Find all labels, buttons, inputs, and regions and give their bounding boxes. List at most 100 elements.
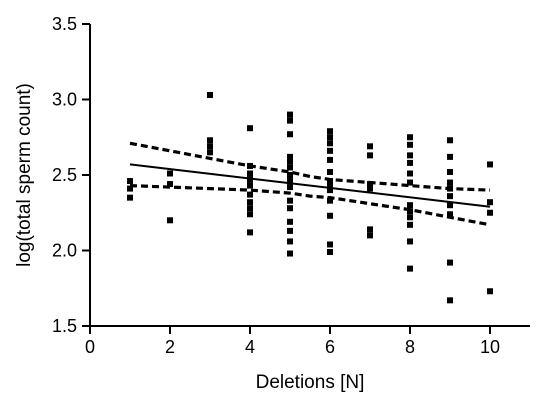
data-point — [367, 181, 373, 188]
data-point — [487, 199, 493, 206]
data-point — [287, 117, 293, 124]
data-point — [367, 185, 373, 192]
data-point — [207, 91, 213, 98]
data-point — [487, 288, 493, 295]
ci-upper-line — [129, 141, 491, 192]
data-point — [447, 153, 453, 160]
data-point — [247, 229, 253, 236]
data-point — [367, 226, 373, 233]
data-point — [247, 176, 253, 183]
confidence-band — [129, 141, 491, 227]
data-point — [287, 178, 293, 185]
data-point — [247, 199, 253, 206]
data-point — [487, 161, 493, 168]
data-point — [407, 152, 413, 159]
y-tick-label: 1.5 — [52, 316, 77, 336]
x-tick-label: 2 — [165, 337, 175, 357]
data-point — [207, 137, 213, 144]
data-point — [367, 232, 373, 239]
data-point — [127, 194, 133, 201]
data-point — [127, 178, 133, 185]
data-point — [327, 187, 333, 194]
data-point — [327, 249, 333, 256]
data-point — [287, 238, 293, 245]
data-point — [287, 250, 293, 257]
data-point — [327, 156, 333, 163]
data-point — [327, 182, 333, 189]
data-point — [247, 125, 253, 132]
ci-lower-line — [129, 184, 491, 227]
y-tick-label: 2.0 — [52, 241, 77, 261]
data-point — [407, 159, 413, 166]
data-point — [207, 149, 213, 156]
data-point — [407, 221, 413, 228]
data-point — [127, 185, 133, 192]
data-point — [407, 238, 413, 245]
ticks: 1.5 2.0 2.5 3.0 3.5 0 2 4 6 8 10 — [52, 14, 500, 357]
data-point — [327, 212, 333, 219]
x-tick-label: 8 — [405, 337, 415, 357]
data-point — [167, 217, 173, 224]
data-point — [407, 141, 413, 148]
data-point — [327, 134, 333, 141]
data-point — [447, 137, 453, 144]
data-point — [407, 202, 413, 209]
data-point — [287, 153, 293, 160]
data-point — [407, 170, 413, 177]
x-tick-label: 4 — [245, 337, 255, 357]
data-point — [287, 205, 293, 212]
data-point — [367, 152, 373, 159]
data-point — [327, 241, 333, 248]
data-point — [247, 205, 253, 212]
x-tick-label: 10 — [480, 337, 500, 357]
data-point — [287, 184, 293, 191]
data-point — [287, 131, 293, 138]
data-point — [247, 211, 253, 218]
y-tick-label: 2.5 — [52, 165, 77, 185]
data-point — [327, 197, 333, 204]
data-point — [247, 182, 253, 189]
data-point — [407, 265, 413, 272]
data-point — [327, 168, 333, 175]
data-point — [447, 185, 453, 192]
x-axis-title: Deletions [N] — [256, 372, 365, 393]
data-point — [407, 179, 413, 186]
data-point — [407, 214, 413, 221]
data-point — [287, 164, 293, 171]
data-point — [447, 179, 453, 186]
data-point — [327, 178, 333, 185]
data-point — [327, 147, 333, 154]
x-tick-label: 6 — [325, 337, 335, 357]
data-point — [407, 208, 413, 215]
data-point — [207, 143, 213, 150]
data-point — [287, 218, 293, 225]
y-tick-label: 3.0 — [52, 90, 77, 110]
data-point — [247, 170, 253, 177]
regression-line — [129, 163, 491, 208]
data-point — [327, 128, 333, 135]
data-point — [287, 111, 293, 118]
data-point — [447, 259, 453, 266]
data-point — [167, 170, 173, 177]
data-point — [407, 134, 413, 141]
data-point — [287, 227, 293, 234]
x-tick-label: 0 — [85, 337, 95, 357]
data-points — [127, 91, 493, 304]
data-point — [367, 143, 373, 150]
data-point — [447, 193, 453, 200]
data-point — [327, 140, 333, 147]
data-point — [167, 181, 173, 188]
data-point — [287, 172, 293, 178]
data-point — [287, 197, 293, 204]
data-point — [447, 211, 453, 218]
data-point — [287, 158, 293, 165]
data-point — [447, 168, 453, 175]
data-point — [447, 297, 453, 304]
data-point — [247, 162, 253, 169]
y-axis-title: log(total sperm count) — [14, 83, 35, 267]
y-tick-label: 3.5 — [52, 14, 77, 34]
data-point — [447, 202, 453, 209]
data-point — [487, 209, 493, 216]
data-point — [247, 191, 253, 198]
